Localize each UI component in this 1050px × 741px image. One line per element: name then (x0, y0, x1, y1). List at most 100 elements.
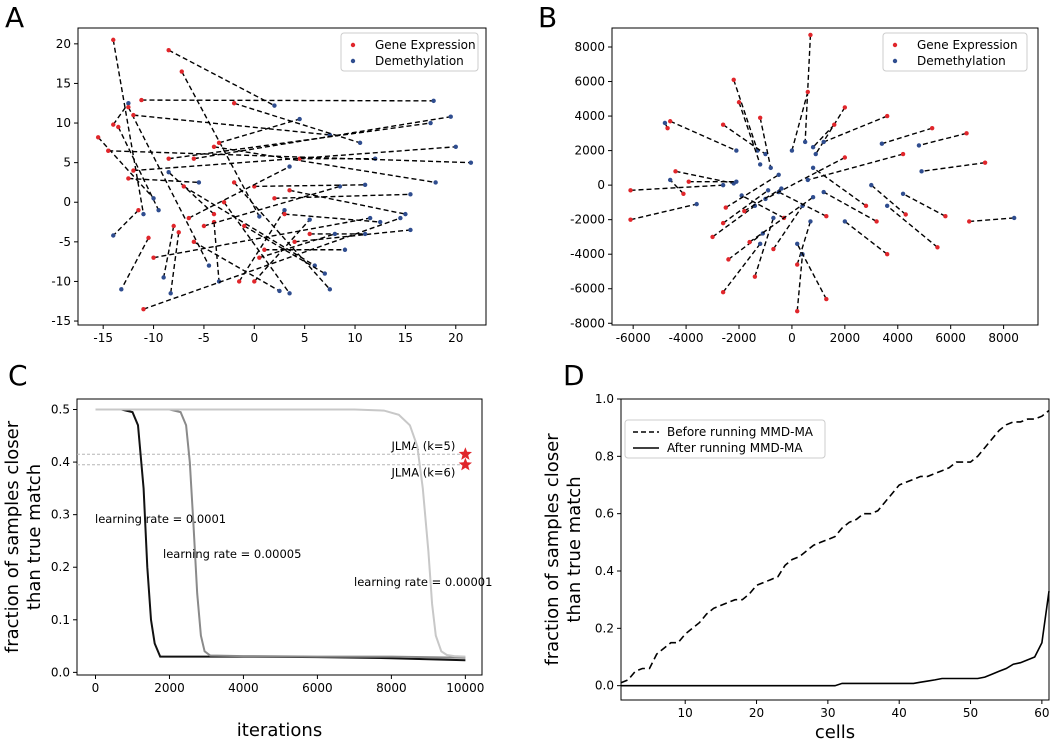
panel-a-gene-expression-point (236, 279, 242, 284)
panel-label-a: A (5, 1, 24, 34)
panel-d-legend-label: Before running MMD-MA (667, 425, 814, 439)
panel-c-jlma-label: JLMA (k=6) (391, 466, 456, 480)
panel-a-pair-line (168, 171, 215, 215)
panel-a-demethylation-point (433, 180, 438, 185)
panel-a-ytick-label: 10 (56, 116, 71, 130)
panel-a-xtick-label: 20 (448, 331, 463, 345)
panel-a-pair-line (112, 39, 145, 215)
panel-a-pair-line (254, 184, 366, 188)
panel-b-xtick-label: -4000 (669, 331, 704, 345)
panel-b-gene-expression-point (808, 32, 813, 38)
panel-b-pair-line (630, 203, 697, 221)
panel-a-gene-expression-point (181, 184, 186, 189)
panel-b-pair-line (812, 167, 867, 207)
panel-b-gene-expression-point (726, 257, 731, 262)
panel-a-pair-line (133, 146, 456, 172)
panel-a-pair-line (168, 49, 275, 107)
panel-b-pair-line (728, 232, 764, 260)
panel-b-ytick-label: -6000 (570, 282, 605, 296)
panel-a-gene-expression-point (131, 112, 136, 118)
panel-a-demethylation-point (287, 164, 292, 169)
panel-a-demethylation-point (277, 288, 282, 294)
panel-c-annot-lr-0001: learning rate = 0.0001 (95, 512, 226, 526)
panel-b-legend-label: Demethylation (917, 54, 1006, 68)
panel-b-gene-expression-point (863, 203, 869, 209)
panel-a-demethylation-point (431, 98, 436, 104)
panel-a-pair-line (133, 114, 330, 136)
panel-a-gene-expression-point (231, 101, 237, 106)
panel-c-axes-frame (76, 398, 483, 676)
panel-a-demethylation-point (161, 275, 166, 280)
panel-b-gene-expression-point (964, 131, 969, 136)
panel-a-demethylation-point (453, 144, 458, 149)
panel-a-demethylation-point (357, 140, 363, 146)
panel-a-gene-expression-point (141, 306, 146, 312)
panel-b-gene-expression-point (935, 245, 940, 250)
panel-c-xlabel: iterations (237, 720, 322, 741)
panel-a-gene-expression-point (252, 279, 257, 284)
panel-b-pair-line (749, 196, 814, 243)
panel-c-ylabel-line: than true match (24, 464, 45, 610)
panel-d-axes-frame (620, 398, 1050, 701)
panel-b-gene-expression-point (752, 274, 758, 279)
panel-a-pair-line (188, 165, 290, 219)
panel-b-demethylation-point (813, 151, 818, 157)
panel-b-demethylation-point (805, 177, 811, 183)
panel-b-gene-expression-point (824, 214, 829, 219)
panel-d-xtick-label: 10 (678, 706, 693, 720)
panel-a-demethylation-point (362, 231, 368, 237)
panel-a-xtick-label: 15 (398, 331, 413, 345)
panel-b-pair-line (738, 102, 761, 165)
panel-b-demethylation-point (765, 188, 771, 193)
panel-b-gene-expression-point (929, 125, 935, 131)
panel-b-gene-expression-point (982, 160, 988, 165)
panel-a-pair-line (193, 241, 280, 292)
panel-d-legend-label: After running MMD-MA (667, 441, 803, 455)
panel-d-ylabel-line: than true match (564, 476, 585, 622)
panel-b-pair-line (669, 179, 684, 195)
panel-b-demethylation-point (808, 219, 813, 224)
panel-a-demethylation-point (119, 287, 124, 292)
panel-a-ytick-label: 15 (56, 76, 71, 90)
panel-a-pair-line (213, 146, 436, 184)
panel-a-gene-expression-point (191, 239, 197, 245)
panel-a-gene-expression-point (106, 148, 111, 153)
panel-a-demethylation-point (428, 120, 433, 126)
panel-a-demethylation-point (332, 231, 338, 237)
panel-a-gene-expression-point (262, 247, 267, 252)
panel-b-gene-expression-point (747, 239, 752, 245)
panel-a-demethylation-point (257, 214, 262, 219)
panel-a-gene-expression-point (287, 188, 292, 193)
panel-b-gene-expression-point (720, 289, 726, 295)
panel-b-pair-line (741, 194, 785, 219)
panel-b-demethylation-point (810, 195, 816, 200)
panel-b-gene-expression-point (874, 219, 879, 224)
panel-c-line-chart: 0 2000 4000 6000 8000 10000 0.0 0.1 0.2 0.3 0.4 0.5… (2, 398, 492, 741)
panel-a-pair-line (143, 217, 401, 310)
panel-d-ylabel-line: fraction of samples closer (542, 433, 563, 666)
panel-d-legend (624, 419, 826, 459)
panel-c-xtick-label: 2000 (154, 681, 185, 695)
panel-d-xtick-label: 30 (820, 706, 835, 720)
panel-b-xtick-label: -2000 (722, 331, 757, 345)
panel-a-ytick-label: -10 (51, 274, 71, 288)
panel-b-demethylation-point (757, 162, 763, 167)
panel-a-xtick-label: 5 (301, 331, 309, 345)
panel-b-demethylation-point (734, 179, 739, 184)
panel-c-ytick-label: 0.3 (51, 508, 70, 522)
panel-a-gene-expression-point (211, 211, 217, 217)
panel-a-gene-expression-point (292, 239, 297, 245)
panel-a-pair-line (153, 217, 371, 259)
panel-b-xtick-label: 2000 (830, 331, 861, 345)
panel-b-pair-line (881, 127, 933, 145)
panel-a-gene-expression-point (179, 69, 184, 74)
panel-b-legend-label: Gene Expression (917, 38, 1018, 52)
panel-a-gene-expression-point (95, 135, 101, 140)
panel-b-demethylation-point (757, 241, 763, 247)
panel-b-demethylation-point (768, 165, 773, 171)
panel-b-gene-expression-point (757, 115, 763, 120)
panel-b-ytick-label: 2000 (574, 144, 605, 158)
panel-b-gene-expression-point (720, 122, 726, 127)
panel-b-demethylation-point (879, 141, 885, 146)
